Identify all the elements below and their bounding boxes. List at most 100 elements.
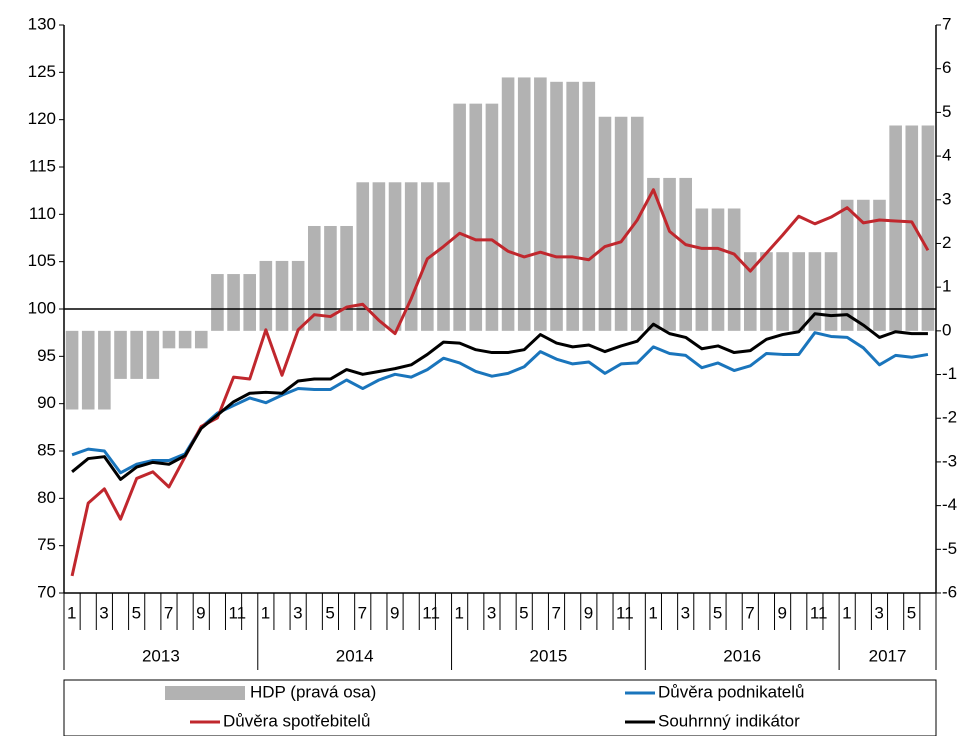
x-tick-label: 7	[745, 603, 754, 622]
y2-tick-label: 3	[942, 189, 951, 208]
y2-tick-label: 2	[942, 233, 951, 252]
y-tick-label: 130	[28, 14, 56, 33]
x-tick-label: 5	[132, 603, 141, 622]
y2-tick-label: -5	[942, 539, 957, 558]
y-tick-label: 85	[37, 440, 56, 459]
y2-tick-label: -3	[942, 451, 957, 470]
bar	[453, 103, 466, 331]
x-tick-label: 1	[455, 603, 464, 622]
x-tick-label: 3	[681, 603, 690, 622]
y2-tick-label: 0	[942, 320, 951, 339]
x-tick-label: 5	[907, 603, 916, 622]
year-label: 2014	[336, 646, 374, 665]
x-tick-label: 5	[519, 603, 528, 622]
bar	[808, 252, 822, 331]
bar	[727, 208, 741, 331]
x-tick-label: 1	[648, 603, 657, 622]
bar	[307, 225, 321, 331]
x-tick-label: 1	[67, 603, 76, 622]
bar	[291, 260, 305, 331]
bar	[178, 330, 192, 349]
bar	[340, 225, 353, 331]
y-tick-label: 90	[37, 393, 56, 412]
bar	[534, 77, 547, 331]
bar	[517, 77, 531, 331]
x-tick-label: 7	[164, 603, 173, 622]
bar	[550, 81, 563, 331]
bar	[760, 252, 773, 331]
bar	[130, 330, 143, 379]
bar	[566, 81, 579, 331]
x-tick-label: 3	[874, 603, 883, 622]
legend-label: Důvěra podnikatelů	[658, 682, 804, 701]
year-label: 2017	[869, 646, 907, 665]
y-tick-label: 115	[29, 156, 56, 175]
x-tick-label: 3	[293, 603, 302, 622]
bar	[65, 330, 79, 410]
y2-tick-label: -1	[942, 364, 957, 383]
y2-tick-label: -2	[942, 408, 957, 427]
bar	[275, 260, 289, 331]
y2-tick-label: 5	[942, 102, 951, 121]
bar	[630, 116, 644, 331]
bar	[776, 252, 789, 331]
bar	[743, 252, 757, 331]
bar	[679, 177, 693, 331]
y-tick-label: 80	[37, 488, 56, 507]
x-tick-label: 1	[261, 603, 270, 622]
bar	[840, 199, 854, 331]
bar	[356, 182, 370, 331]
bar	[598, 116, 612, 331]
y2-tick-label: 7	[942, 14, 951, 33]
y2-tick-label: -6	[942, 582, 957, 601]
y-tick-label: 70	[37, 582, 56, 601]
bar	[98, 330, 111, 410]
y-tick-label: 100	[28, 298, 56, 317]
legend-label: Důvěra spotřebitelů	[223, 711, 370, 730]
bar	[921, 125, 935, 331]
x-tick-label: 7	[358, 603, 367, 622]
y2-tick-label: 4	[942, 146, 951, 165]
bar	[259, 260, 273, 331]
bar	[146, 330, 160, 379]
x-tick-label: 11	[422, 603, 440, 622]
x-tick-label: 11	[616, 603, 634, 622]
bar	[243, 274, 257, 331]
bar	[485, 103, 499, 331]
bar	[695, 208, 709, 331]
line-series	[70, 188, 930, 577]
bar	[421, 182, 434, 331]
y-tick-label: 75	[37, 535, 56, 554]
legend-label: Souhrnný indikátor	[658, 711, 800, 730]
bar	[372, 182, 386, 331]
y2-tick-label: -4	[942, 495, 957, 514]
bar	[194, 330, 208, 349]
x-tick-label: 9	[390, 603, 399, 622]
bar	[211, 274, 224, 331]
bar	[227, 274, 240, 331]
bar	[711, 208, 725, 331]
x-tick-label: 9	[778, 603, 787, 622]
x-tick-label: 9	[584, 603, 593, 622]
y-tick-label: 105	[28, 251, 56, 270]
x-tick-label: 9	[196, 603, 205, 622]
bar	[388, 182, 402, 331]
x-tick-label: 5	[325, 603, 334, 622]
bar	[582, 81, 596, 331]
year-label: 2015	[530, 646, 568, 665]
bar	[905, 125, 919, 331]
x-tick-label: 3	[99, 603, 108, 622]
bar	[647, 177, 660, 331]
y2-tick-label: 6	[942, 58, 951, 77]
bar	[857, 199, 870, 331]
x-tick-label: 11	[228, 603, 246, 622]
x-tick-label: 5	[713, 603, 722, 622]
year-label: 2016	[723, 646, 761, 665]
bar	[81, 330, 95, 410]
bar	[824, 252, 838, 331]
y2-tick-label: 1	[942, 277, 951, 296]
bar	[114, 330, 127, 379]
x-tick-label: 11	[810, 603, 828, 622]
line-series	[71, 312, 928, 481]
